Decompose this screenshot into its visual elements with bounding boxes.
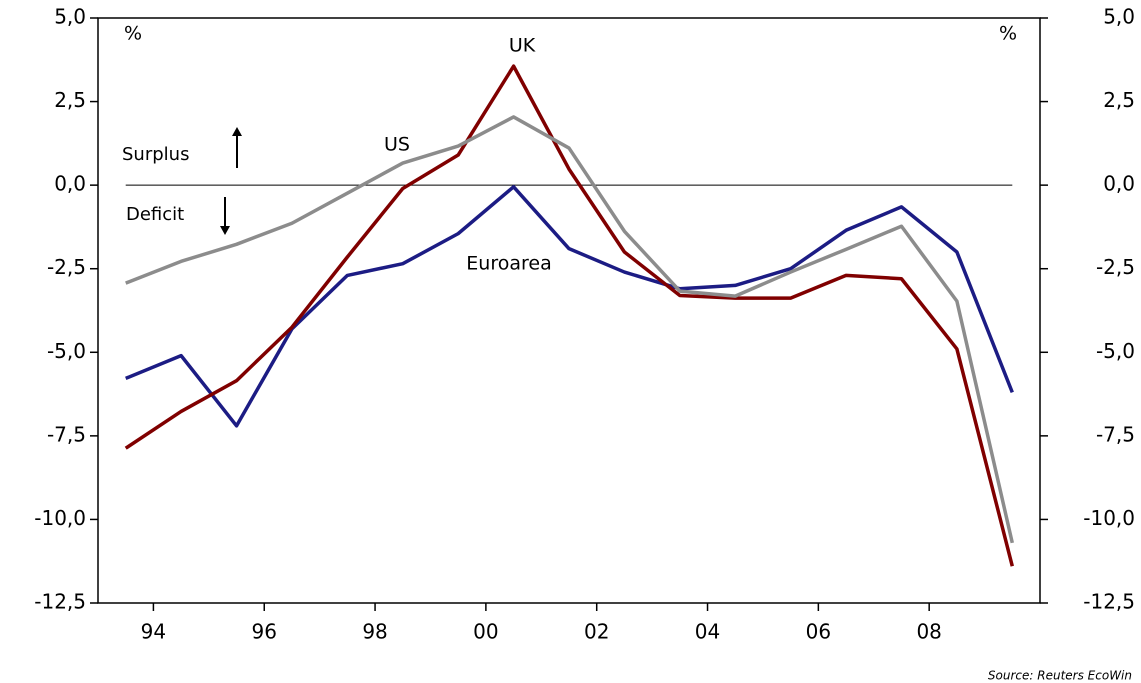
source: Source: Reuters EcoWin bbox=[988, 669, 1132, 683]
x-tick-label: 96 bbox=[252, 620, 277, 644]
y2-tick-label: -10,0 bbox=[1083, 506, 1135, 530]
x-tick-label: 04 bbox=[695, 620, 720, 644]
y2-tick-label: 0,0 bbox=[1103, 172, 1135, 196]
y2-tick-label: -12,5 bbox=[1083, 590, 1135, 614]
x-tick-label: 06 bbox=[806, 620, 831, 644]
y2-tick-label: -2,5 bbox=[1096, 255, 1135, 279]
y2-tick-label: -5,0 bbox=[1096, 339, 1135, 363]
y2-tick-label: 5,0 bbox=[1103, 5, 1135, 29]
deficit-arrow bbox=[220, 197, 230, 235]
euro-label: Euroarea bbox=[466, 253, 551, 275]
y-tick-label: -7,5 bbox=[47, 422, 86, 446]
surplus-label: Surplus bbox=[122, 144, 189, 165]
line-series bbox=[124, 64, 1014, 567]
x-tick-label: 98 bbox=[362, 620, 387, 644]
uk-label: UK bbox=[509, 35, 536, 57]
x-tick-label: 02 bbox=[584, 620, 609, 644]
y2-tick-label: 2,5 bbox=[1103, 88, 1135, 112]
y-tick-label: 0,0 bbox=[54, 172, 86, 196]
x-tick-label: 08 bbox=[916, 620, 941, 644]
x-tick-label: 94 bbox=[141, 620, 166, 644]
us-label: US bbox=[384, 134, 410, 156]
line-series bbox=[125, 115, 1014, 544]
unit-left: % bbox=[124, 23, 142, 45]
y-tick-label: 5,0 bbox=[54, 5, 86, 29]
deficit-label: Deficit bbox=[126, 204, 184, 225]
y-tick-label: -10,0 bbox=[34, 506, 86, 530]
y-tick-label: -2,5 bbox=[47, 255, 86, 279]
unit-right: % bbox=[999, 23, 1017, 45]
y-tick-label: -5,0 bbox=[47, 339, 86, 363]
y-tick-label: 2,5 bbox=[54, 88, 86, 112]
surplus-arrow bbox=[232, 127, 242, 168]
plot-frame bbox=[97, 17, 1041, 604]
x-tick-label: 00 bbox=[473, 620, 498, 644]
y2-tick-label: -7,5 bbox=[1096, 422, 1135, 446]
y-tick-label: -12,5 bbox=[34, 590, 86, 614]
line-series bbox=[125, 185, 1014, 428]
